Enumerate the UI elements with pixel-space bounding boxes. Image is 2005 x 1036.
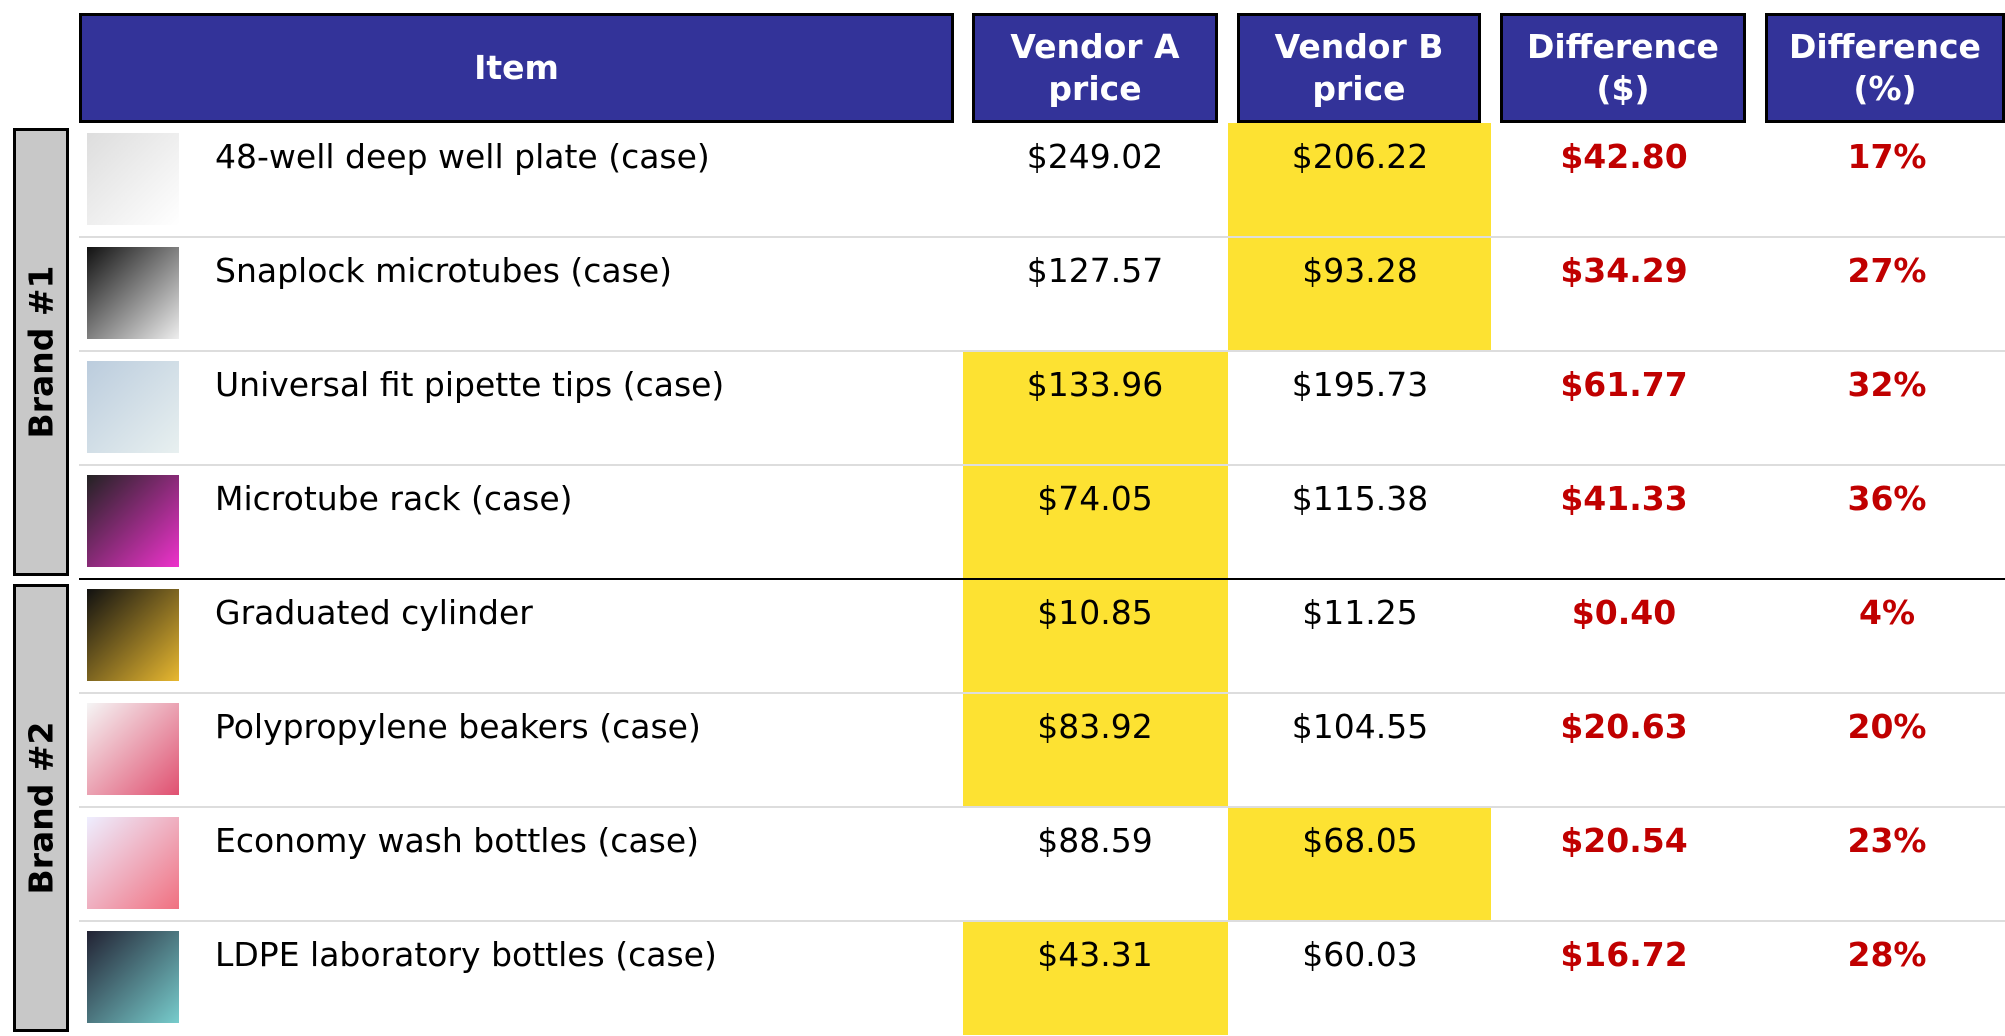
item-image [87,703,179,795]
vendor-b: $206.22 [1291,137,1429,176]
item-image [87,589,179,681]
row-separator [79,578,2005,580]
item-image [87,817,179,909]
percent: 17% [1847,137,1927,176]
vendor-a: $88.59 [1037,821,1153,860]
item-image [87,247,179,339]
item-name: Microtube rack (case) [215,479,573,518]
percent: 27% [1847,251,1927,290]
difference: $61.77 [1560,365,1688,404]
highlight [963,921,1228,1035]
highlight [963,579,1228,693]
vendor-a: $74.05 [1037,479,1153,518]
vendor-a: $83.92 [1037,707,1153,746]
item-name: 48-well deep well plate (case) [215,137,710,176]
percent: 36% [1847,479,1927,518]
highlight [1228,237,1491,351]
item-name: Universal fit pipette tips (case) [215,365,725,404]
difference: $20.54 [1560,821,1688,860]
group-label-text: Brand #2 [21,721,61,895]
item-name: Polypropylene beakers (case) [215,707,701,746]
group-label: Brand #1 [13,128,69,576]
vendor-a: $249.02 [1026,137,1164,176]
difference: $34.29 [1560,251,1688,290]
vendor-b: $11.25 [1302,593,1418,632]
row-separator [79,236,2005,238]
column-header: Vendor A price [972,13,1218,123]
column-header: Vendor B price [1237,13,1481,123]
item-image [87,475,179,567]
item-name: LDPE laboratory bottles (case) [215,935,717,974]
difference: $16.72 [1560,935,1688,974]
percent: 23% [1847,821,1927,860]
difference: $42.80 [1560,137,1688,176]
row-separator [79,350,2005,352]
group-label: Brand #2 [13,584,69,1032]
vendor-b: $195.73 [1291,365,1429,404]
vendor-a: $133.96 [1026,365,1164,404]
row-separator [79,464,2005,466]
highlight [963,351,1228,465]
percent: 32% [1847,365,1927,404]
item-name: Snaplock microtubes (case) [215,251,673,290]
row-separator [79,806,2005,808]
difference: $0.40 [1571,593,1677,632]
group-label-text: Brand #1 [21,265,61,439]
column-header: Item [79,13,954,123]
row-separator [79,692,2005,694]
highlight [963,693,1228,807]
highlight [1228,123,1491,237]
vendor-a: $43.31 [1037,935,1153,974]
item-image [87,133,179,225]
highlight [1228,807,1491,921]
column-header: Difference ($) [1500,13,1746,123]
vendor-a: $127.57 [1026,251,1164,290]
vendor-b: $115.38 [1291,479,1429,518]
percent: 20% [1847,707,1927,746]
vendor-a: $10.85 [1037,593,1153,632]
column-header: Difference (%) [1765,13,2005,123]
item-name: Graduated cylinder [215,593,533,632]
item-image [87,931,179,1023]
difference: $41.33 [1560,479,1688,518]
item-name: Economy wash bottles (case) [215,821,700,860]
item-image [87,361,179,453]
difference: $20.63 [1560,707,1688,746]
percent: 4% [1858,593,1916,632]
vendor-b: $68.05 [1302,821,1418,860]
vendor-b: $104.55 [1291,707,1429,746]
vendor-b: $93.28 [1302,251,1418,290]
vendor-b: $60.03 [1302,935,1418,974]
percent: 28% [1847,935,1927,974]
row-separator [79,920,2005,922]
highlight [963,465,1228,579]
